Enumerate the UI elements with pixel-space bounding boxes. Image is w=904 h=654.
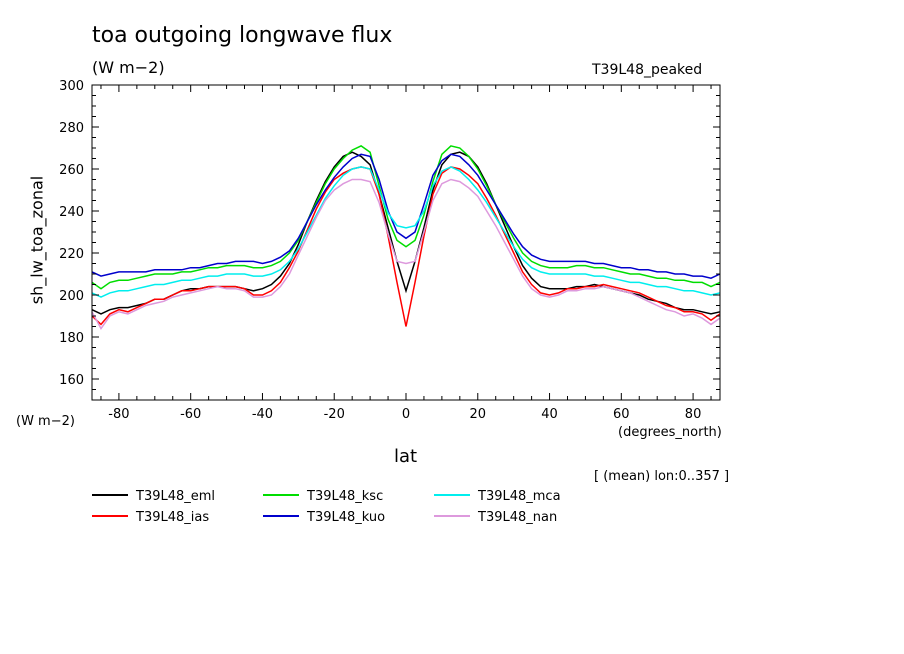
experiment-label: T39L48_peaked xyxy=(592,62,703,78)
averaging-note: [ (mean) lon:0..357 ] xyxy=(594,469,730,484)
x-axis-label: lat xyxy=(394,446,418,467)
x-tick-label: 80 xyxy=(685,407,702,422)
chart-title: toa outgoing longwave flux xyxy=(92,23,393,48)
x-tick-label: 60 xyxy=(613,407,630,422)
legend-label-T39L48_eml: T39L48_eml xyxy=(135,489,215,504)
series-line-T39L48_nan xyxy=(91,178,721,331)
x-tick-label: 20 xyxy=(469,407,486,422)
y-tick-label: 260 xyxy=(59,163,84,178)
legend-label-T39L48_kuo: T39L48_kuo xyxy=(306,510,385,525)
y-tick-label: 160 xyxy=(59,373,84,388)
plot-lines xyxy=(91,145,721,331)
legend-label-T39L48_ias: T39L48_ias xyxy=(135,510,209,525)
series-line-T39L48_mca xyxy=(91,166,721,298)
x-tick-label: -20 xyxy=(324,407,345,422)
legend-label-T39L48_nan: T39L48_nan xyxy=(477,510,557,525)
y-axis-label: sh_lw_toa_zonal xyxy=(27,175,47,305)
x-tick-label: -60 xyxy=(180,407,201,422)
x-tick-label: 0 xyxy=(402,407,410,422)
y-tick-label: 220 xyxy=(59,247,84,262)
y-tick-label: 200 xyxy=(59,289,84,304)
series-line-T39L48_ias xyxy=(91,166,721,327)
series-line-T39L48_kuo xyxy=(91,153,721,279)
x-tick-label: -80 xyxy=(108,407,129,422)
y-tick-label: 300 xyxy=(59,79,84,94)
x-axis-units: (degrees_north) xyxy=(618,425,722,440)
legend-label-T39L48_ksc: T39L48_ksc xyxy=(306,489,383,504)
legend: T39L48_eml T39L48_ias T39L48_ksc T39L48_kuo… xyxy=(92,489,561,525)
legend-label-T39L48_mca: T39L48_mca xyxy=(477,489,561,504)
y-tick-label: 280 xyxy=(59,121,84,136)
plot-frame xyxy=(91,84,721,401)
y-axis-units: (W m−2) xyxy=(16,414,75,429)
tick-labels: -80 -60 -40 -20 0 20 40 60 80 160 180 200 220 240 260 2… xyxy=(59,79,701,422)
y-tick-label: 240 xyxy=(59,205,84,220)
x-tick-label: 40 xyxy=(541,407,558,422)
axis-ticks xyxy=(92,84,720,400)
series-line-T39L48_ksc xyxy=(91,145,721,290)
x-tick-label: -40 xyxy=(252,407,273,422)
units-subtitle: (W m−2) xyxy=(92,58,165,77)
y-tick-label: 180 xyxy=(59,331,84,346)
